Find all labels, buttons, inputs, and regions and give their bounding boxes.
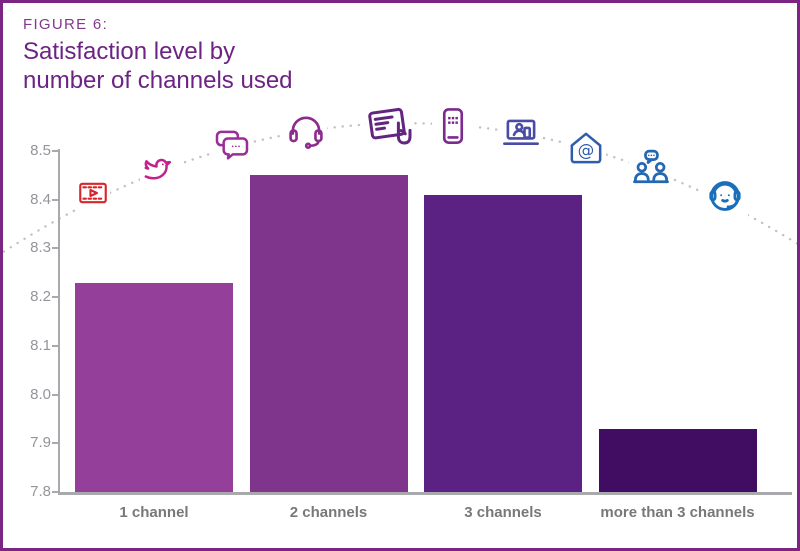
y-tick-mark <box>52 247 58 250</box>
y-tick-mark <box>52 393 58 396</box>
bar-1-channel <box>75 282 233 492</box>
y-tick-mark <box>52 296 58 299</box>
figure-title-line1: Satisfaction level by <box>23 38 236 65</box>
y-tick-mark <box>52 198 58 201</box>
y-tick-label: 8.0 <box>30 385 51 403</box>
headset-icon <box>285 109 327 151</box>
y-tick-mark <box>52 442 58 445</box>
bar-more-than-3-channels <box>598 428 757 492</box>
laptop-video-call-icon <box>500 113 542 155</box>
y-tick-label: 8.3 <box>30 239 51 257</box>
bar-3-channels <box>424 194 582 492</box>
y-tick-label: 8.5 <box>30 142 51 159</box>
y-tick-label: 8.2 <box>30 288 51 306</box>
y-tick-mark <box>52 344 58 347</box>
mobile-phone-icon <box>432 105 474 147</box>
y-tick-mark <box>52 491 58 493</box>
people-conversation-icon <box>629 146 673 190</box>
x-axis-line <box>58 492 792 495</box>
tablet-touch-icon <box>366 102 414 150</box>
email-home-icon: @ <box>566 128 606 168</box>
x-axis-label: more than 3 channels <box>600 504 755 521</box>
y-axis-line <box>58 149 60 495</box>
svg-text:@: @ <box>578 141 595 160</box>
video-player-icon <box>76 176 110 210</box>
y-tick-label: 8.1 <box>30 336 51 354</box>
x-axis-label: 1 channel <box>119 504 189 521</box>
chat-bubbles-icon <box>212 126 252 166</box>
x-axis-label: 3 channels <box>464 504 542 521</box>
y-tick-mark <box>52 150 58 152</box>
x-axis-label: 2 channels <box>289 504 368 521</box>
figure-title: Satisfaction level by number of channels… <box>23 37 293 96</box>
figure-title-line2: number of channels used <box>23 67 293 95</box>
y-tick-label: 7.9 <box>30 434 51 452</box>
figure-label: FIGURE 6: <box>23 16 109 33</box>
y-tick-label: 7.8 <box>30 483 51 500</box>
y-tick-label: 8.4 <box>30 190 51 208</box>
bird-icon <box>140 149 180 189</box>
customer-support-icon <box>702 173 748 219</box>
bar-2-channels <box>249 175 408 492</box>
